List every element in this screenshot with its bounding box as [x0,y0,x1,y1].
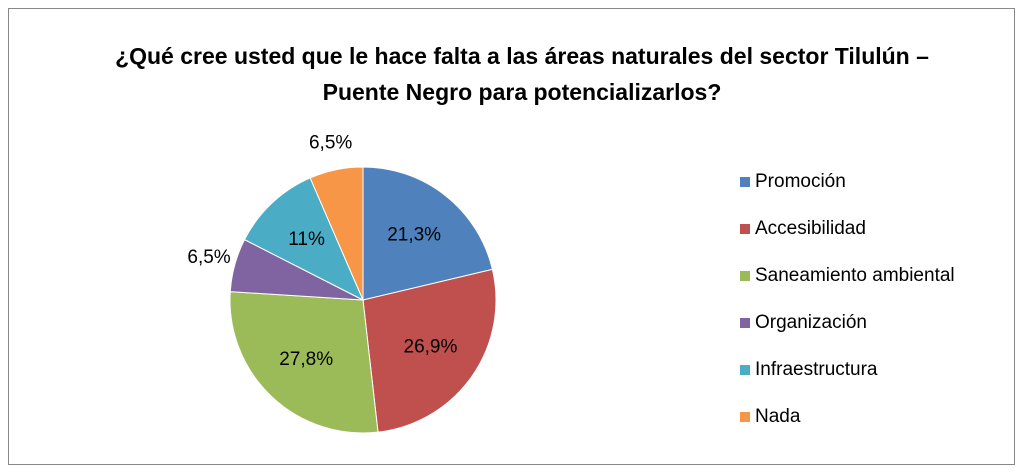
pie-slice [362,166,494,301]
legend-label: Promoción [755,171,846,192]
legend-label: Accesibilidad [755,218,866,239]
data-label: 27,8% [279,349,333,370]
legend-label: Infraestructura [755,359,878,380]
pie-slice [243,177,365,302]
pie-slice [309,166,364,301]
pie-slice [229,291,379,434]
legend-swatch [740,412,750,422]
legend-swatch [740,177,750,187]
chart-frame [8,8,1015,465]
legend-label: Organización [755,312,867,333]
data-label: 11% [288,229,325,250]
legend-label: Nada [755,406,801,427]
legend-swatch [740,318,750,328]
data-label: 26,9% [404,336,458,357]
data-label: 21,3% [387,224,441,245]
legend-swatch [740,365,750,375]
pie-slice [362,268,497,433]
chart-title: ¿Qué cree usted que le hace falta a las … [115,43,929,105]
data-label: 6,5% [187,247,230,268]
data-label: 6,5% [309,133,352,154]
legend-label: Saneamiento ambiental [755,265,955,286]
legend-swatch [740,271,750,281]
legend-swatch [740,224,750,234]
